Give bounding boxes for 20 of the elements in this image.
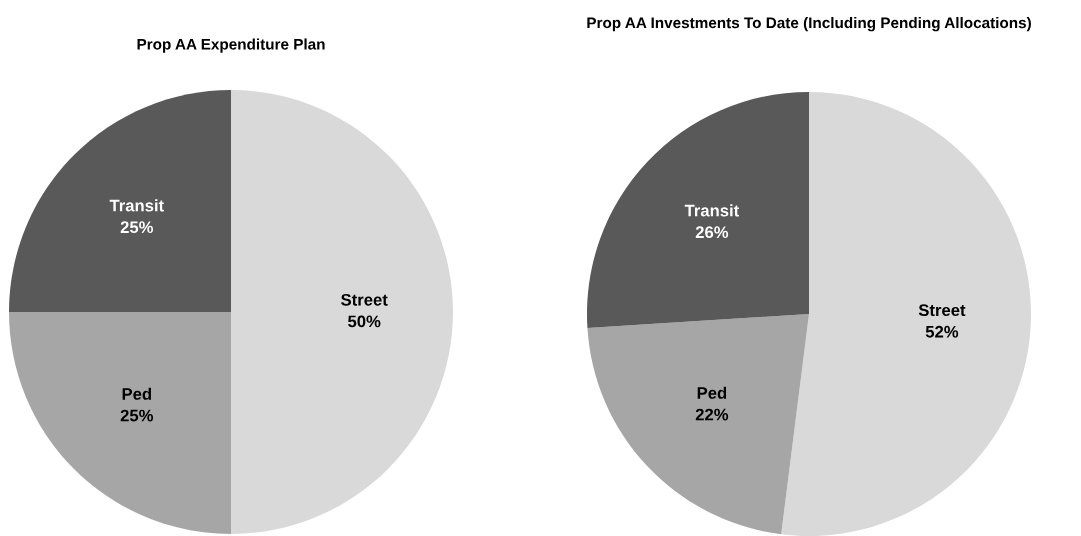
pie-slice	[781, 92, 1031, 536]
pie-slice	[587, 92, 809, 328]
data-label: 26%	[695, 226, 729, 239]
data-label: 25%	[120, 221, 154, 234]
pie-slice	[587, 314, 809, 535]
pie-slice	[231, 90, 453, 534]
pie-slice	[9, 312, 231, 534]
data-label: 25%	[120, 409, 154, 422]
slice-label: Street	[341, 293, 388, 306]
chart-title: Prop AA Investments To Date (Including Pending Allocations)	[587, 16, 1031, 32]
pie-slice	[9, 90, 231, 312]
chart-title: Prop AA Expenditure Plan	[137, 38, 325, 53]
slice-label: Ped	[122, 387, 151, 400]
data-label: 52%	[925, 325, 959, 338]
slice-label: Ped	[697, 386, 727, 399]
data-label: 22%	[695, 408, 729, 421]
data-label: 50%	[348, 315, 381, 328]
slice-label: Transit	[684, 204, 740, 217]
slice-label: Transit	[109, 199, 164, 212]
slice-label: Street	[918, 304, 966, 317]
